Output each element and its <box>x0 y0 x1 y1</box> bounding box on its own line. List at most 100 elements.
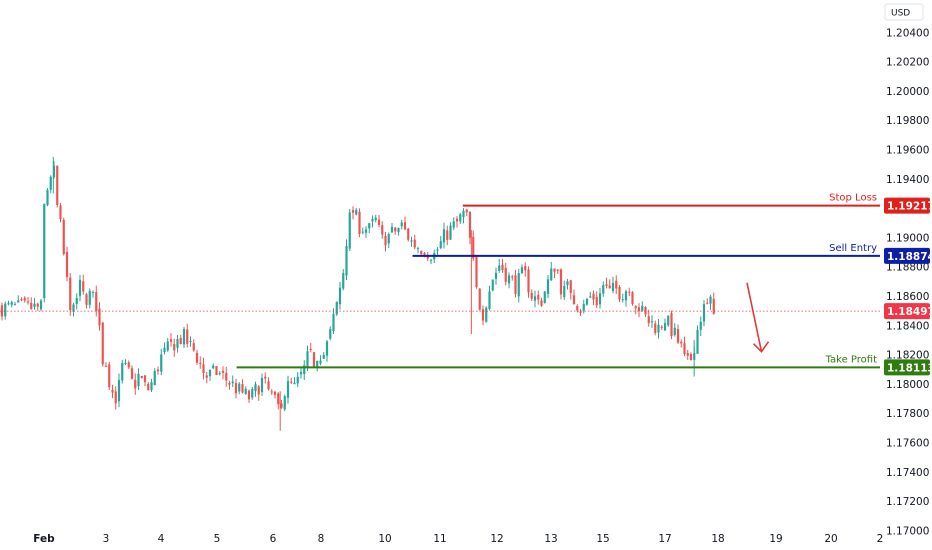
candle-body <box>449 225 452 240</box>
candle <box>43 203 46 303</box>
candle <box>546 275 550 299</box>
candle <box>205 371 208 384</box>
candle-body <box>608 285 611 289</box>
candle <box>26 296 30 305</box>
candle <box>608 279 611 289</box>
candle <box>199 356 202 369</box>
candle <box>20 297 23 302</box>
candle <box>709 294 712 310</box>
candle <box>377 215 381 228</box>
candle <box>108 361 111 390</box>
x-tick-label: 8 <box>318 533 325 545</box>
candle <box>192 339 195 352</box>
candle <box>62 217 65 256</box>
candle <box>628 287 631 296</box>
candle-body <box>696 329 699 354</box>
candle <box>95 285 98 317</box>
candle-body <box>182 329 186 345</box>
candle-body <box>4 303 7 317</box>
candle <box>234 379 238 399</box>
stop-loss-price-tag[interactable]: 1.19217 <box>884 197 932 214</box>
x-tick-label: 17 <box>658 533 671 545</box>
candle-body <box>615 280 618 289</box>
candle <box>338 281 342 310</box>
candle-body <box>225 372 228 381</box>
candle <box>143 375 147 387</box>
sell-entry-label: Sell Entry <box>829 243 877 254</box>
candle <box>602 281 605 297</box>
candle-body <box>605 284 608 286</box>
candle-body <box>179 338 182 344</box>
candle <box>65 246 69 282</box>
candle-body <box>231 381 234 384</box>
candle <box>134 373 137 395</box>
x-tick-label: Feb <box>33 533 55 545</box>
candle <box>150 378 153 393</box>
candle-body <box>43 203 46 299</box>
candle <box>244 386 247 395</box>
candle <box>478 287 481 311</box>
candle-body <box>520 267 524 274</box>
candle-body <box>400 222 403 227</box>
candle <box>514 269 517 298</box>
candle-body <box>436 249 439 251</box>
candle-body <box>244 388 247 394</box>
currency-badge[interactable]: USD <box>884 3 924 21</box>
candle <box>273 390 277 399</box>
candle <box>283 394 286 412</box>
candle-body <box>69 277 72 311</box>
candle-body <box>634 306 637 309</box>
candle-body <box>543 291 546 303</box>
candle <box>702 300 706 327</box>
candle <box>595 291 598 309</box>
take-profit-price-tag[interactable]: 1.18113 <box>884 359 932 376</box>
candle <box>673 323 676 337</box>
x-tick-label: 18 <box>711 533 724 545</box>
candle-body <box>559 269 563 295</box>
candle <box>403 216 407 231</box>
candle <box>381 221 384 239</box>
current-price-tag[interactable]: 1.18497 <box>884 303 932 320</box>
candle-body <box>650 321 654 323</box>
candle-body <box>228 382 231 385</box>
candle-body <box>117 380 121 402</box>
stop-loss-label: Stop Loss <box>829 193 877 204</box>
candle-body <box>273 391 277 395</box>
candle <box>384 231 387 252</box>
candle-body <box>488 291 491 309</box>
candle-body <box>98 308 101 326</box>
sell-entry-price-tag[interactable]: 1.18874 <box>884 247 932 264</box>
price-tags-layer: 1.19217 1.18874 1.18113 1.18497 <box>884 197 932 376</box>
candle <box>572 289 576 305</box>
candle-body <box>163 347 166 352</box>
candle <box>660 325 663 331</box>
candle-body <box>556 269 559 271</box>
stop-loss-price-tag-bg <box>884 197 930 214</box>
candle-body <box>644 307 647 315</box>
candle <box>52 160 56 179</box>
candle <box>290 377 293 384</box>
candle <box>618 285 621 303</box>
candle <box>238 381 241 395</box>
candle-body <box>699 321 702 330</box>
candle <box>114 386 117 410</box>
candle-body <box>420 250 423 255</box>
candle-body <box>173 344 176 351</box>
candle <box>212 363 215 370</box>
candle-body <box>371 218 374 222</box>
x-tick-label: 15 <box>596 533 609 545</box>
candle <box>316 360 319 372</box>
candle <box>257 385 260 401</box>
candle <box>582 299 585 314</box>
candle-body <box>176 339 179 348</box>
candle-body <box>306 351 309 368</box>
candle-body <box>566 281 569 286</box>
candle <box>455 216 459 228</box>
candle <box>124 359 127 365</box>
candle-body <box>602 284 605 294</box>
currency-label: USD <box>891 9 910 19</box>
candle <box>69 273 72 316</box>
candle-body <box>192 343 195 351</box>
